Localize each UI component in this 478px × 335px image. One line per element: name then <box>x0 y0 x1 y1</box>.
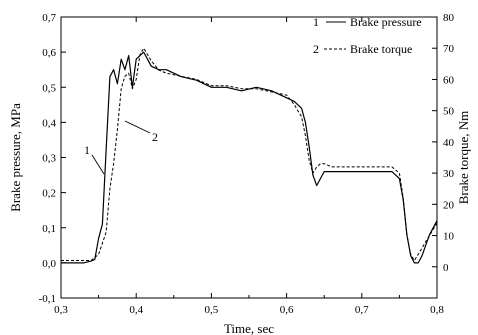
y2-tick-label: 60 <box>443 74 455 86</box>
y-tick-label: 0,6 <box>42 47 56 59</box>
plot-border <box>60 16 438 299</box>
y2-tick-label: 30 <box>443 168 455 180</box>
y2-tick-label: 50 <box>443 106 455 118</box>
legend-number-1: 1 <box>313 15 319 29</box>
series-line-brake-torque <box>61 47 438 261</box>
left-y-axis-ticks: -0,1 0,0 0,1 0,2 0,3 0,4 0,5 0,6 0,7 <box>39 12 66 305</box>
legend: 1 Brake pressure 2 Brake torque <box>313 15 422 56</box>
legend-label-brake-torque: Brake torque <box>350 42 412 56</box>
y2-tick-label: 80 <box>443 12 455 24</box>
y2-tick-label: 10 <box>443 231 455 243</box>
right-y-axis-title: Brake torque, Nm <box>456 111 471 205</box>
y-tick-label: 0,1 <box>42 223 56 235</box>
y-tick-label: -0,1 <box>39 293 56 305</box>
y-tick-label: 0,5 <box>42 82 56 94</box>
left-y-axis-title: Brake pressure, MPa <box>8 103 23 212</box>
callout-leader-1 <box>91 154 105 175</box>
series-line-brake-pressure <box>61 51 438 264</box>
y2-tick-label: 20 <box>443 199 455 211</box>
legend-label-brake-pressure: Brake pressure <box>350 15 422 29</box>
x-tick-label: 0,5 <box>205 304 219 316</box>
x-tick-label: 0,7 <box>355 304 369 316</box>
y-tick-label: 0,4 <box>42 117 56 129</box>
y-tick-label: 0,2 <box>42 188 56 200</box>
callout-label-1: 1 <box>84 143 90 157</box>
series-layer <box>61 47 438 264</box>
y-tick-label: 0,3 <box>42 153 56 165</box>
x-tick-label: 0,3 <box>54 304 68 316</box>
callout-leader-2 <box>124 120 151 134</box>
y2-tick-label: 70 <box>443 43 455 55</box>
x-axis-ticks: 0,3 0,4 0,5 0,6 0,7 0,8 <box>54 17 444 316</box>
x-axis-title: Time, sec <box>224 321 274 335</box>
y2-tick-label: 0 <box>443 262 449 274</box>
x-tick-label: 0,8 <box>430 304 444 316</box>
y-tick-label: 0,0 <box>42 258 56 270</box>
x-tick-label: 0,4 <box>129 304 143 316</box>
right-y-axis-ticks: 0 10 20 30 40 50 60 70 80 <box>432 12 455 274</box>
series-callouts: 1 2 <box>84 120 158 175</box>
y2-tick-label: 40 <box>443 137 455 149</box>
x-tick-label: 0,6 <box>280 304 294 316</box>
plot-frame <box>60 16 438 299</box>
legend-number-2: 2 <box>313 42 319 56</box>
y-tick-label: 0,7 <box>42 12 56 24</box>
callout-label-2: 2 <box>152 130 158 144</box>
